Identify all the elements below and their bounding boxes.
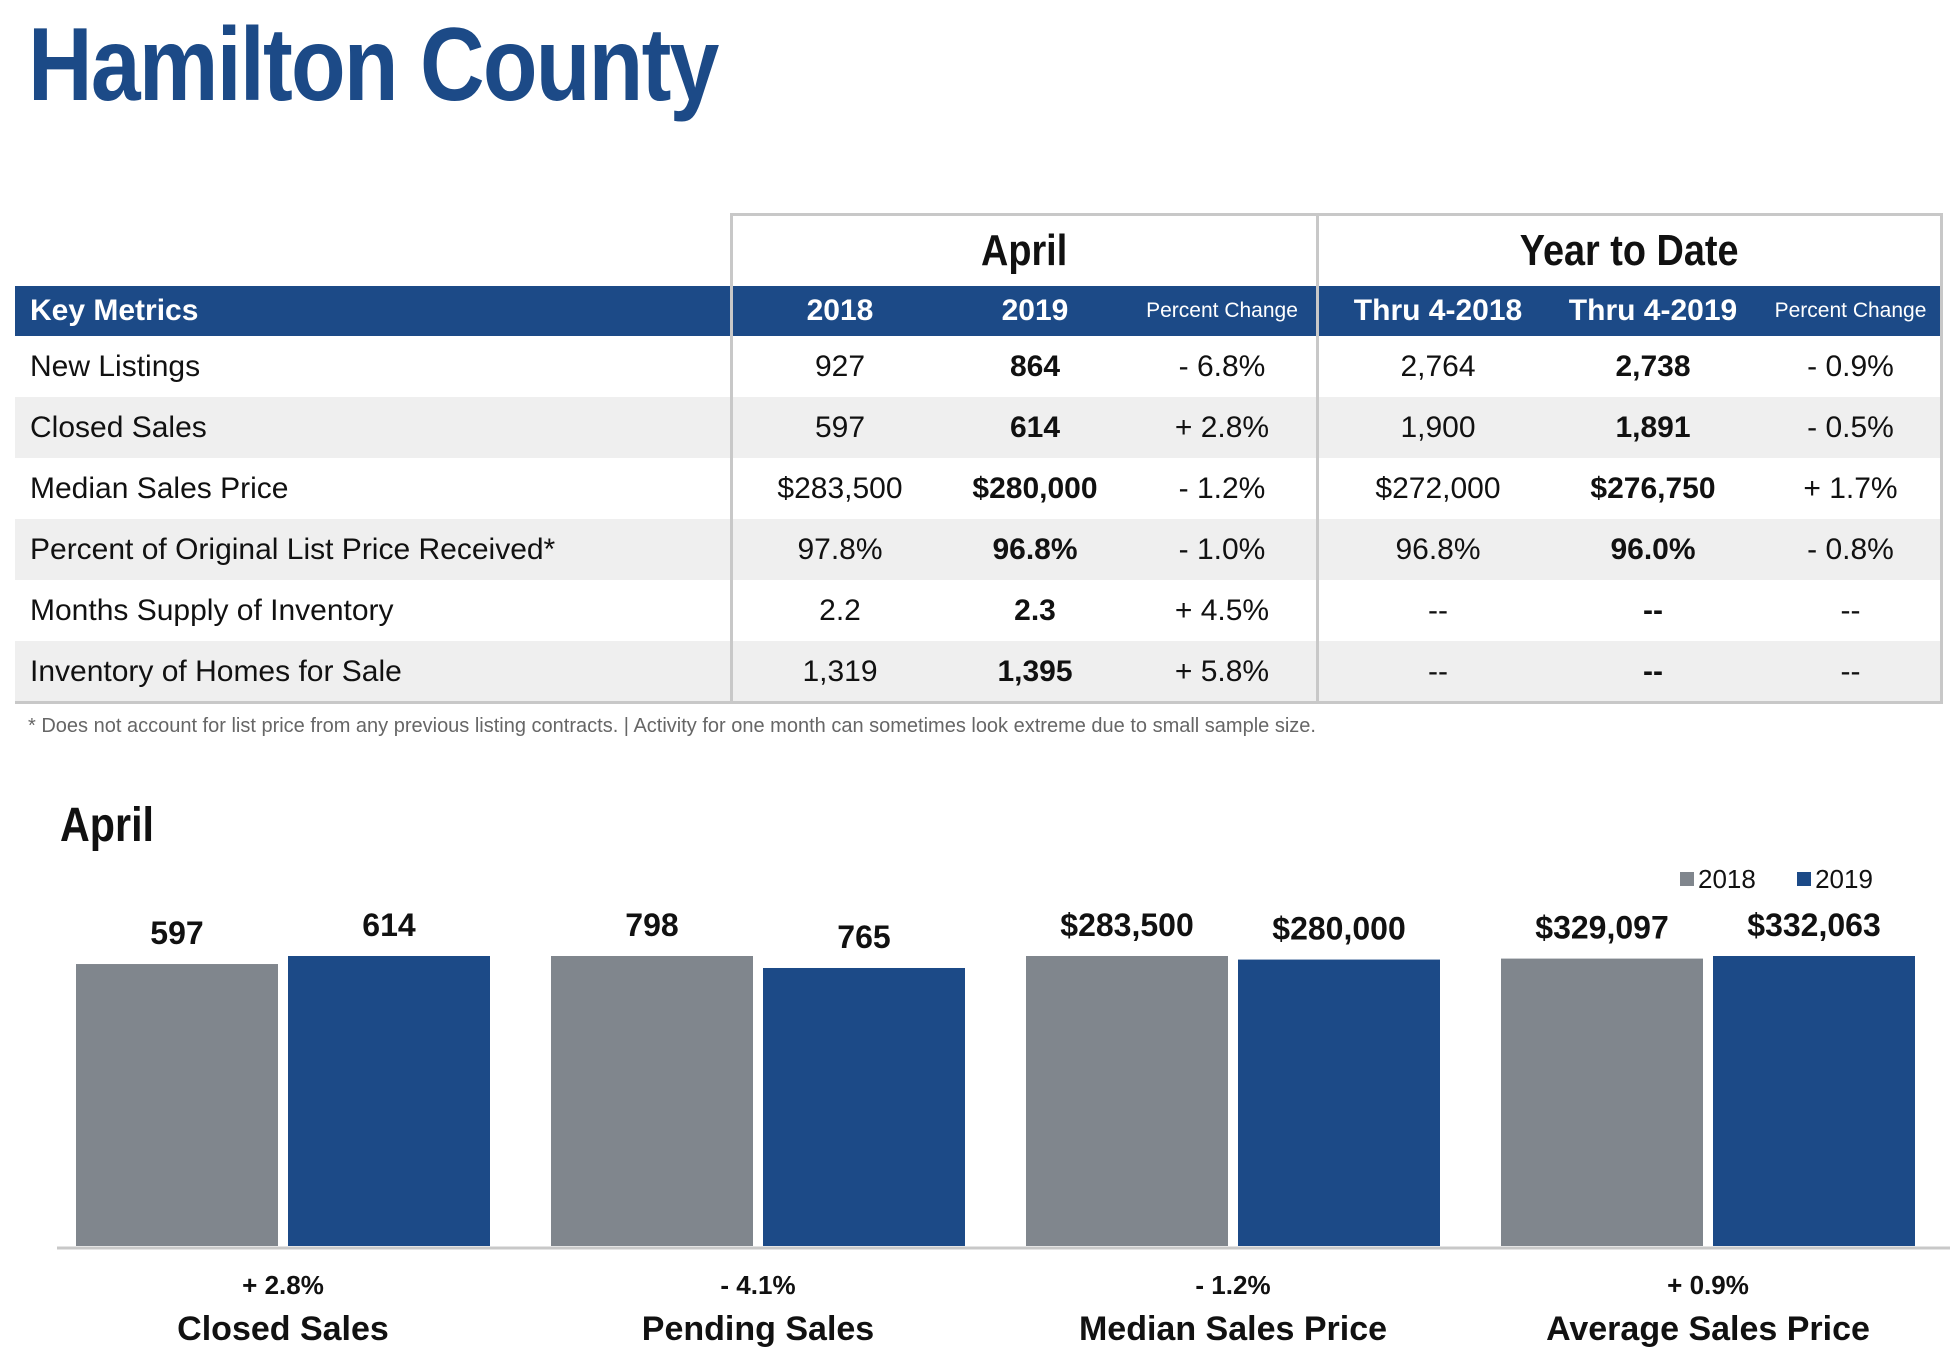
header-ytd-percent-change: Percent Change <box>1774 299 1927 322</box>
cell-percent-change: - 1.0% <box>1178 533 1266 566</box>
chart-legend: 2018 2019 <box>1680 862 1907 895</box>
metric-label: New Listings <box>30 350 201 383</box>
group-percent-change: + 2.8% <box>242 1270 324 1300</box>
group-header-year-to-date: Year to Date <box>1316 213 1943 286</box>
group-percent-change: + 0.9% <box>1667 1270 1749 1300</box>
cell-2018: 1,319 <box>802 655 878 688</box>
cell-ytd-2019: $276,750 <box>1590 472 1716 505</box>
bar-2019 <box>763 967 965 1246</box>
cell-2019: 614 <box>1009 411 1061 444</box>
header-thru-4-2019: Thru 4-2019 <box>1568 294 1738 327</box>
legend-label-2019: 2019 <box>1815 863 1873 894</box>
cell-ytd-2018: 96.8% <box>1395 533 1481 566</box>
cell-percent-change: - 1.2% <box>1178 472 1266 505</box>
table-row: Closed Sales 597 614 + 2.8% 1,900 1,891 … <box>15 397 1943 458</box>
cell-2019: 2.3 <box>1014 594 1056 627</box>
cell-2019: 864 <box>1009 350 1061 383</box>
cell-percent-change: + 5.8% <box>1174 655 1270 688</box>
cell-percent-change: + 4.5% <box>1174 594 1270 627</box>
cell-ytd-2018: -- <box>1428 594 1448 627</box>
metric-label: Median Sales Price <box>30 472 289 505</box>
table-bottom-border <box>15 701 1943 704</box>
bar-2019 <box>1238 959 1440 1246</box>
bar-2019 <box>288 956 490 1246</box>
metric-label: Months Supply of Inventory <box>30 594 394 627</box>
cell-2019: 96.8% <box>992 533 1078 566</box>
cell-ytd-2018: 1,900 <box>1400 411 1476 444</box>
page-title: Hamilton County <box>28 7 719 123</box>
cell-2018: 597 <box>814 411 866 444</box>
header-2018: 2018 <box>806 294 874 327</box>
chart-title: April <box>60 799 155 852</box>
cell-ytd-2019: -- <box>1643 594 1663 627</box>
metric-label: Closed Sales <box>30 411 207 444</box>
group-header-april: April <box>730 213 1319 286</box>
cell-percent-change: - 6.8% <box>1178 350 1266 383</box>
cell-2018: 97.8% <box>797 533 883 566</box>
cell-ytd-2019: 96.0% <box>1610 533 1696 566</box>
group-category-label: Average Sales Price <box>1546 1310 1870 1348</box>
cell-ytd-2019: -- <box>1643 655 1663 688</box>
table-row: New Listings 927 864 - 6.8% 2,764 2,738 … <box>15 336 1943 397</box>
cell-ytd-2018: -- <box>1428 655 1448 688</box>
bar-2018 <box>1026 956 1228 1246</box>
cell-ytd-2018: 2,764 <box>1400 350 1476 383</box>
data-label: $280,000 <box>1272 911 1405 947</box>
cell-ytd-percent-change: - 0.5% <box>1807 411 1894 444</box>
cell-2018: $283,500 <box>777 472 903 505</box>
table-row: Median Sales Price $283,500 $280,000 - 1… <box>15 458 1943 519</box>
table-row: Percent of Original List Price Received*… <box>15 519 1943 580</box>
table-divider <box>1940 286 1943 704</box>
metric-label: Percent of Original List Price Received* <box>30 533 556 566</box>
data-label: $283,500 <box>1060 907 1193 943</box>
april-bar-chart: 597 614 + 2.8% Closed Sales 798 765 - 4.1% Pend… <box>57 907 1950 1348</box>
cell-2019: 1,395 <box>997 655 1073 688</box>
legend-label-2018: 2018 <box>1698 863 1756 894</box>
bar-2018 <box>551 956 753 1246</box>
cell-ytd-percent-change: - 0.8% <box>1807 533 1894 566</box>
data-label: 614 <box>362 907 416 943</box>
header-2019: 2019 <box>1001 294 1069 327</box>
group-percent-change: - 1.2% <box>1195 1270 1270 1300</box>
group-category-label: Closed Sales <box>177 1310 389 1348</box>
data-label: $332,063 <box>1747 907 1880 943</box>
table-header-row: Key Metrics 2018 2019 Percent Change Thr… <box>15 286 1943 336</box>
legend-item-2018: 2018 <box>1680 864 1756 895</box>
cell-2018: 2.2 <box>819 594 861 627</box>
header-percent-change: Percent Change <box>1146 299 1298 322</box>
cell-2018: 927 <box>814 350 866 383</box>
bar-2019 <box>1713 956 1915 1246</box>
group-category-label: Pending Sales <box>642 1310 874 1348</box>
legend-item-2019: 2019 <box>1797 864 1873 895</box>
bar-2018 <box>1501 958 1703 1246</box>
table-row: Months Supply of Inventory 2.2 2.3 + 4.5… <box>15 580 1943 641</box>
cell-ytd-2019: 1,891 <box>1615 411 1691 444</box>
table-row: Inventory of Homes for Sale 1,319 1,395 … <box>15 641 1943 702</box>
cell-ytd-percent-change: - 0.9% <box>1807 350 1894 383</box>
cell-ytd-percent-change: -- <box>1840 594 1861 627</box>
header-key-metrics: Key Metrics <box>30 294 199 327</box>
legend-swatch-2019 <box>1797 872 1812 886</box>
cell-ytd-2019: 2,738 <box>1615 350 1691 383</box>
cell-percent-change: + 2.8% <box>1174 411 1270 444</box>
cell-2019: $280,000 <box>972 472 1098 505</box>
data-label: $329,097 <box>1535 910 1668 946</box>
legend-swatch-2018 <box>1680 872 1694 886</box>
table-divider <box>730 286 733 704</box>
group-percent-change: - 4.1% <box>720 1270 795 1300</box>
metric-label: Inventory of Homes for Sale <box>30 655 402 688</box>
data-label: 798 <box>625 907 678 943</box>
data-label: 597 <box>150 915 203 951</box>
header-thru-4-2018: Thru 4-2018 <box>1353 294 1523 327</box>
bar-2018 <box>76 964 278 1246</box>
table-divider <box>1316 286 1319 704</box>
data-label: 765 <box>837 919 890 955</box>
group-category-label: Median Sales Price <box>1079 1310 1387 1348</box>
cell-ytd-2018: $272,000 <box>1375 472 1501 505</box>
cell-ytd-percent-change: -- <box>1840 655 1861 688</box>
cell-ytd-percent-change: + 1.7% <box>1803 472 1898 505</box>
footnote: * Does not account for list price from a… <box>28 715 1316 737</box>
